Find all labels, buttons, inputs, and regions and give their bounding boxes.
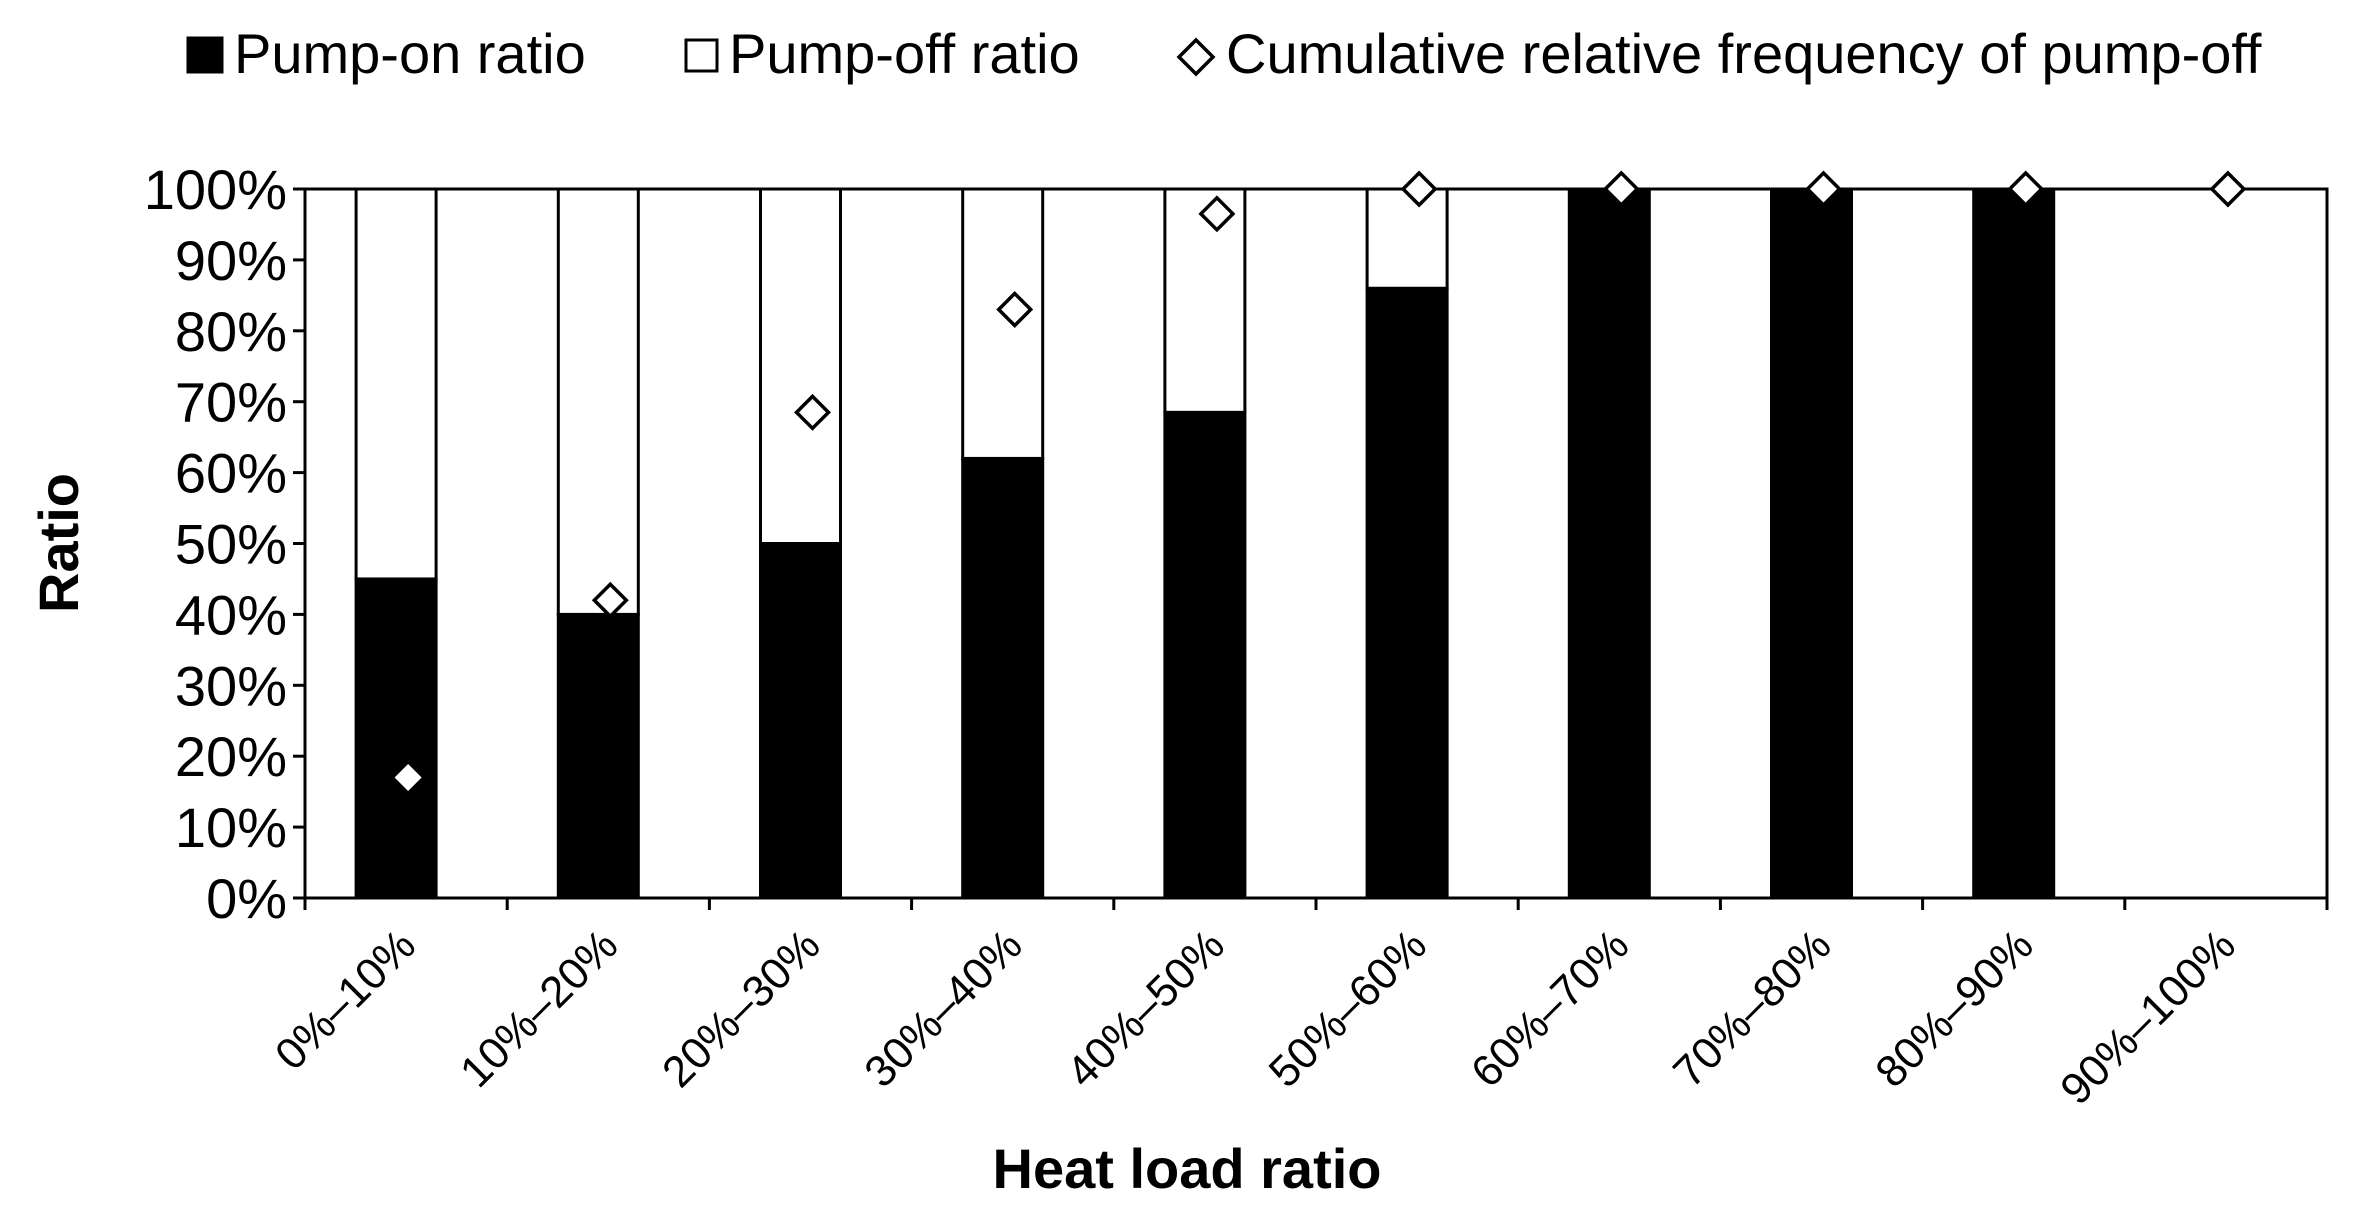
y-tick-label-5: 50%	[175, 513, 287, 576]
marker-cumulative-9	[2209, 170, 2247, 208]
marker-cumulative-4	[1198, 195, 1236, 233]
y-tick-label-3: 30%	[175, 654, 287, 717]
legend-swatch-pump-off	[684, 38, 719, 73]
bar-pump-on-2	[759, 542, 842, 900]
x-tick-label-3: 30%–40%	[855, 920, 1032, 1097]
bar-pump-off-5	[1365, 187, 1449, 290]
x-tick-label-7: 70%–80%	[1664, 920, 1841, 1097]
bar-pump-off-3	[961, 187, 1045, 460]
bars-group	[354, 187, 2056, 900]
y-tick-label-0: 0%	[206, 867, 287, 930]
x-tick-label-1: 10%–20%	[451, 920, 628, 1097]
x-tick-label-9: 90%–100%	[2051, 920, 2245, 1114]
y-tick-label-7: 70%	[175, 371, 287, 434]
plot-area: 0% 10% 20% 30% 40% 50% 60% 70% 80% 90% 100% 0%–10%…	[144, 158, 2329, 1114]
markers-group	[389, 170, 2247, 796]
x-tick-label-6: 60%–70%	[1462, 920, 1639, 1097]
marker-cumulative-0	[389, 758, 427, 796]
legend-marker-cumulative	[1176, 37, 1216, 77]
marker-cumulative-3	[996, 291, 1034, 329]
bar-pump-on-0	[354, 577, 438, 900]
legend-item-pump-off: Pump-off ratio	[684, 22, 1080, 85]
bar-pump-on-3	[961, 456, 1045, 900]
bar-pump-on-8	[1972, 187, 2056, 900]
marker-cumulative-8	[2007, 170, 2045, 208]
legend-item-pump-on: Pump-on ratio	[186, 22, 586, 85]
marker-cumulative-1	[591, 581, 629, 619]
bar-pump-on-4	[1163, 410, 1247, 900]
bar-pump-off-4	[1163, 187, 1247, 414]
legend-item-cumulative: Cumulative relative frequency of pump-of…	[1176, 22, 2262, 85]
y-tick-label-9: 90%	[175, 229, 287, 292]
x-tick-label-8: 80%–90%	[1866, 920, 2043, 1097]
bar-pump-off-0	[354, 187, 438, 581]
x-tick-label-4: 40%–50%	[1057, 920, 1234, 1097]
x-tick-label-5: 50%–60%	[1260, 920, 1437, 1097]
legend: Pump-on ratio Pump-off ratio Cumulative …	[186, 22, 2262, 85]
y-tick-label-6: 60%	[175, 442, 287, 505]
x-tick-label-0: 0%–10%	[266, 920, 425, 1079]
marker-cumulative-7	[1805, 170, 1842, 208]
marker-cumulative-6	[1602, 170, 1640, 208]
bar-pump-on-7	[1770, 187, 1853, 900]
marker-cumulative-2	[794, 393, 831, 431]
legend-label-pump-off: Pump-off ratio	[729, 22, 1080, 85]
bar-pump-on-6	[1567, 187, 1651, 900]
bar-pump-off-1	[556, 187, 640, 616]
y-tick-label-10: 100%	[144, 158, 287, 221]
y-tick-label-4: 40%	[175, 583, 287, 646]
marker-cumulative-5	[1400, 170, 1438, 208]
legend-label-pump-on: Pump-on ratio	[234, 22, 586, 85]
y-tick-label-1: 10%	[175, 796, 287, 859]
bar-pump-on-5	[1365, 286, 1449, 900]
x-axis: 0%–10% 10%–20% 20%–30% 30%–40% 40%–50% 50%–60…	[266, 898, 2329, 1114]
bar-pump-on-1	[556, 612, 640, 900]
x-tick-label-2: 20%–30%	[653, 920, 830, 1097]
legend-label-cumulative: Cumulative relative frequency of pump-of…	[1226, 22, 2262, 85]
y-axis: 0% 10% 20% 30% 40% 50% 60% 70% 80% 90% 100%	[144, 158, 307, 930]
y-axis-title: Ratio	[27, 473, 90, 613]
y-tick-label-8: 80%	[175, 300, 287, 363]
legend-swatch-pump-on	[186, 36, 224, 74]
bar-pump-off-2	[759, 187, 842, 545]
x-axis-title: Heat load ratio	[993, 1137, 1382, 1200]
y-tick-label-2: 20%	[175, 725, 287, 788]
